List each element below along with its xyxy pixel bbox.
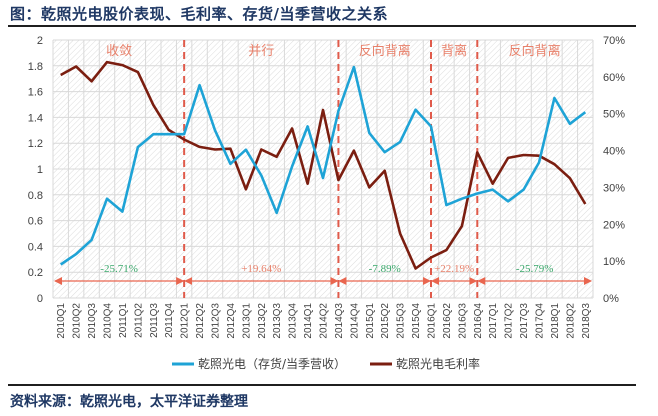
phase-change-label: -25.79%: [516, 263, 554, 275]
source-note: 资料来源：乾照光电，太平洋证券整理: [10, 394, 248, 410]
title-divider: [8, 25, 636, 27]
x-axis-tick: 2014Q3: [334, 303, 345, 339]
x-axis-tick: 2010Q3: [87, 303, 98, 339]
left-axis-tick: 0: [37, 293, 43, 305]
right-axis-tick: 70%: [603, 35, 625, 47]
x-axis-tick: 2012Q2: [195, 303, 206, 339]
x-axis-tick: 2013Q1: [241, 303, 252, 339]
right-axis-tick: 0%: [603, 293, 619, 305]
x-axis-tick: 2016Q2: [442, 303, 453, 339]
line-chart: 0 0.2 0.4 0.6 0.8 1 1.2 1.4 1.6 1.8 2 0% 10% 20% 30% 4…: [28, 35, 626, 371]
x-axis-tick: 2012Q1: [180, 303, 191, 339]
legend: 乾照光电（存货/当季营收） 乾照光电毛利率: [172, 356, 480, 371]
x-axis-tick: 2015Q2: [380, 303, 391, 339]
x-axis-tick: 2011Q3: [149, 303, 160, 338]
x-axis-tick: 2016Q1: [427, 303, 438, 339]
x-axis-tick: 2016Q3: [457, 303, 468, 339]
left-axis-tick: 1: [37, 164, 43, 176]
right-axis-tick: 20%: [603, 219, 625, 231]
x-axis-tick: 2018Q1: [550, 303, 561, 339]
x-axis-tick: 2010Q4: [103, 303, 114, 339]
x-axis-tick: 2015Q3: [396, 303, 407, 339]
x-axis-tick: 2013Q2: [257, 303, 268, 339]
x-axis-tick: 2014Q2: [319, 303, 330, 339]
phase-change-label: +19.64%: [241, 263, 281, 275]
legend-label-gross-margin: 乾照光电毛利率: [396, 356, 480, 371]
x-axis-tick: 2017Q2: [504, 303, 515, 339]
x-axis-tick: 2018Q3: [581, 303, 592, 339]
left-axis-tick: 0.4: [28, 241, 43, 253]
left-axis-tick: 1.6: [28, 87, 43, 99]
x-axis-tick: 2015Q4: [411, 303, 422, 339]
x-axis-tick: 2012Q3: [211, 303, 222, 339]
x-axis-tick: 2011Q4: [164, 303, 175, 338]
legend-label-inventory: 乾照光电（存货/当季营收）: [198, 356, 346, 371]
gridlines: [52, 39, 594, 299]
x-axis: 2010Q1 2010Q2 2010Q3 2010Q4 2011Q1 2011Q2 2011…: [56, 303, 592, 339]
phase-change-label: -7.89%: [369, 263, 401, 275]
x-axis-tick: 2012Q4: [226, 303, 237, 339]
gross-margin-line: [60, 60, 587, 270]
x-axis-tick: 2015Q1: [365, 303, 376, 339]
phase-name-label: 反向背离: [359, 43, 411, 59]
x-axis-tick: 2014Q4: [349, 303, 360, 339]
left-axis-tick: 0.2: [28, 267, 43, 279]
x-axis-tick: 2017Q1: [488, 303, 499, 339]
left-y-axis: 0 0.2 0.4 0.6 0.8 1 1.2 1.4 1.6 1.8 2: [28, 35, 43, 305]
x-axis-tick: 2010Q2: [72, 303, 83, 339]
phase-dividers: [183, 40, 479, 298]
phase-name-label: 并行: [248, 44, 274, 59]
x-axis-tick: 2011Q1: [118, 303, 129, 338]
left-axis-tick: 1.4: [28, 112, 43, 124]
phase-labels: -25.71% 收敛 +19.64% 并行 -7.89% 反向背离 +22.19% 背离 -25…: [100, 43, 560, 275]
right-axis-tick: 30%: [603, 182, 625, 194]
right-axis-tick: 60%: [603, 72, 625, 84]
x-axis-tick: 2018Q2: [565, 303, 576, 339]
left-axis-tick: 0.8: [28, 190, 43, 202]
left-axis-tick: 1.8: [28, 61, 43, 73]
right-axis-tick: 40%: [603, 146, 625, 158]
phase-change-label: +22.19%: [434, 263, 474, 275]
left-axis-tick: 0.6: [28, 216, 43, 228]
right-axis-tick: 50%: [603, 109, 625, 121]
x-axis-tick: 2013Q3: [272, 303, 283, 339]
x-axis-tick: 2016Q4: [473, 303, 484, 339]
phase-change-label: -25.71%: [100, 263, 138, 275]
inventory-revenue-line: [59, 65, 587, 266]
right-axis-tick: 10%: [603, 256, 625, 268]
phase-name-label: 反向背离: [509, 43, 561, 59]
footer-divider: [8, 384, 636, 386]
x-axis-tick: 2017Q3: [519, 303, 530, 339]
x-axis-tick: 2017Q4: [535, 303, 546, 339]
left-axis-tick: 1.2: [28, 138, 43, 150]
right-y-axis: 0% 10% 20% 30% 40% 50% 60% 70%: [603, 35, 625, 305]
x-axis-tick: 2011Q2: [133, 303, 144, 338]
phase-name-label: 背离: [441, 43, 467, 59]
x-axis-tick: 2013Q4: [288, 303, 299, 339]
chart-title: 图：乾照光电股价表现、毛利率、存货/当季营收之关系: [10, 5, 388, 23]
x-axis-tick: 2010Q1: [56, 303, 67, 339]
phase-name-label: 收敛: [106, 43, 132, 59]
left-axis-tick: 2: [37, 35, 43, 47]
x-axis-tick: 2014Q1: [303, 303, 314, 339]
